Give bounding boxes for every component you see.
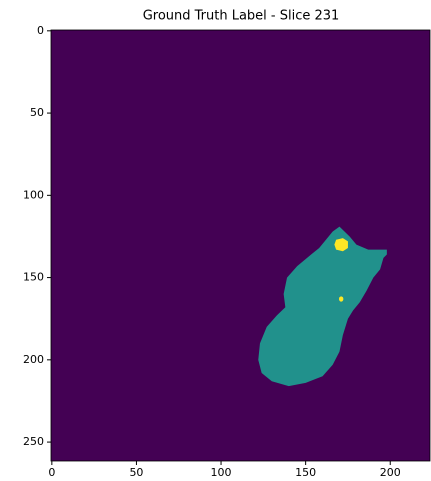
x-tick-label: 50 <box>129 466 143 479</box>
lesion-region <box>339 296 343 301</box>
chart: Ground Truth Label - Slice 231 0 50 100 150… <box>0 0 431 481</box>
y-tick-label: 50 <box>30 106 44 119</box>
chart-title: Ground Truth Label - Slice 231 <box>143 9 340 24</box>
x-tick-label: 0 <box>48 466 55 479</box>
y-tick-label: 150 <box>23 271 44 284</box>
x-tick-label: 100 <box>211 466 232 479</box>
y-tick-label: 0 <box>37 24 44 37</box>
plot-area <box>51 30 430 461</box>
lesion-region <box>334 238 348 251</box>
image-background <box>51 30 430 461</box>
y-tick-label: 250 <box>23 435 44 448</box>
x-tick-label: 200 <box>380 466 401 479</box>
x-tick-label: 150 <box>295 466 316 479</box>
y-tick-label: 100 <box>23 188 44 201</box>
y-tick-label: 200 <box>23 353 44 366</box>
